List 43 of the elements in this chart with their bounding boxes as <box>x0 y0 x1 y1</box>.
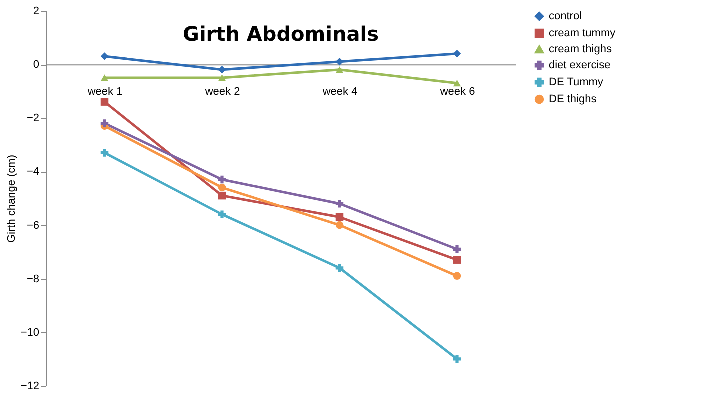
x-tick-label: week 6 <box>439 86 476 98</box>
y-tick-label: −10 <box>20 326 40 339</box>
point <box>453 246 462 254</box>
legend-label: cream tummy <box>549 28 616 40</box>
legend-label: cream thighs <box>549 44 612 56</box>
y-tick-label: −2 <box>26 112 40 125</box>
legend-label: DE thighs <box>549 94 598 106</box>
y-tick-label: −4 <box>26 166 40 178</box>
point <box>100 52 109 60</box>
legend-label: diet exercise <box>549 60 611 72</box>
point <box>100 149 109 157</box>
y-tick-label: 2 <box>33 6 40 18</box>
x-tick-label: week 2 <box>204 86 240 98</box>
y-tick-label: −12 <box>20 380 40 392</box>
point <box>336 213 344 222</box>
point <box>336 58 344 66</box>
point <box>336 264 344 272</box>
y-tick-label: 0 <box>33 59 40 72</box>
point <box>218 192 226 200</box>
x-tick-label: week 1 <box>86 86 123 98</box>
text: Girth Abdominals <box>183 22 379 46</box>
point <box>336 221 344 230</box>
y-axis-title: Girth change (cm) <box>6 154 18 244</box>
point <box>100 74 109 82</box>
point <box>218 210 226 218</box>
point <box>453 50 462 58</box>
point <box>453 355 462 364</box>
y-tick-label: −6 <box>26 220 40 232</box>
point <box>336 66 344 74</box>
point <box>218 184 226 192</box>
point <box>453 80 462 87</box>
point <box>218 176 226 184</box>
point <box>218 74 226 82</box>
y-tick-label: −8 <box>26 273 40 286</box>
point <box>336 200 344 208</box>
point <box>453 272 462 280</box>
point <box>453 256 462 264</box>
legend-label: control <box>549 10 582 22</box>
point <box>100 98 109 106</box>
point <box>218 66 226 74</box>
point <box>100 120 109 128</box>
legend-label: DE Tummy <box>549 76 604 88</box>
x-tick-label: week 4 <box>322 86 358 98</box>
